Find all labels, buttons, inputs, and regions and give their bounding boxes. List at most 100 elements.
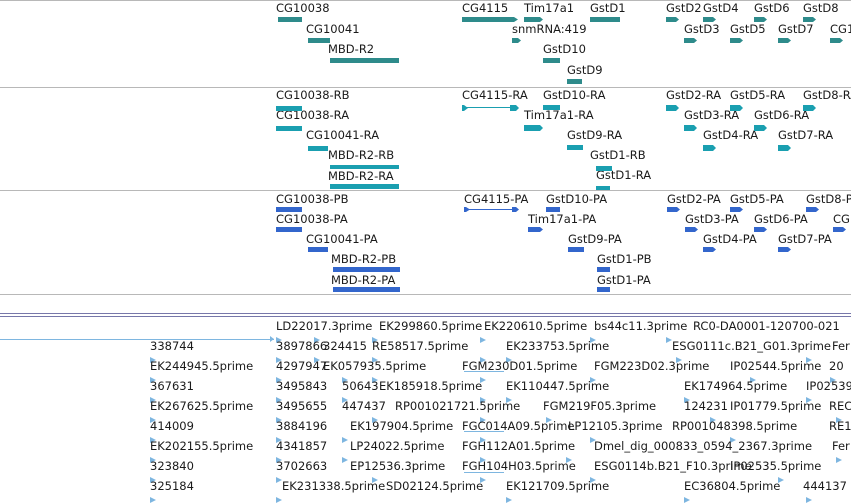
est-label[interactable]: Fer bbox=[832, 439, 850, 453]
transcript-label[interactable]: GstD3-RA bbox=[684, 108, 740, 122]
transcript-label[interactable]: Tim17a1-RA bbox=[524, 108, 594, 122]
est-label[interactable]: EK110447.5prime bbox=[506, 379, 610, 393]
est-label[interactable]: IP02535.5prime bbox=[730, 459, 822, 473]
protein-label[interactable]: GstD3-PA bbox=[685, 212, 739, 226]
est-label[interactable]: 444137 bbox=[803, 479, 847, 493]
protein-label[interactable]: CG10038-PB bbox=[276, 192, 349, 206]
transcript-label[interactable]: CG4115-RA bbox=[462, 88, 528, 102]
protein-label[interactable]: GstD10-PA bbox=[546, 192, 608, 206]
est-label[interactable]: 4341857 bbox=[276, 439, 328, 453]
est-label[interactable]: bs44c11.3prime bbox=[594, 319, 688, 333]
protein-label[interactable]: GstD6-PA bbox=[754, 212, 808, 226]
transcript-label[interactable]: MBD-R2-RA bbox=[328, 169, 394, 183]
est-label[interactable]: EP12536.3prime bbox=[350, 459, 446, 473]
est-label[interactable]: 338744 bbox=[150, 339, 194, 353]
est-label[interactable]: RP001021721.5prime bbox=[395, 399, 521, 413]
est-label[interactable]: IP02539 bbox=[806, 379, 851, 393]
est-label[interactable]: 325184 bbox=[150, 479, 194, 493]
est-label[interactable]: FGH104H03.5prime bbox=[462, 459, 576, 473]
est-label[interactable]: 3495655 bbox=[276, 399, 328, 413]
est-label[interactable]: EK202155.5prime bbox=[150, 439, 254, 453]
est-label[interactable]: EK299860.5prime bbox=[379, 319, 483, 333]
gene-label[interactable]: GstD1 bbox=[590, 1, 626, 15]
protein-label[interactable]: CG4115-PA bbox=[464, 192, 529, 206]
est-label[interactable]: REC bbox=[829, 399, 851, 413]
est-label[interactable]: EK121709.5prime bbox=[506, 479, 610, 493]
protein-label[interactable]: GstD4-PA bbox=[703, 232, 757, 246]
est-label[interactable]: 323840 bbox=[150, 459, 194, 473]
est-label[interactable]: IP02544.5prime bbox=[730, 359, 822, 373]
gene-label[interactable]: GstD4 bbox=[703, 1, 739, 15]
gene-label[interactable]: CG10038 bbox=[276, 1, 330, 15]
transcript-label[interactable]: GstD1-RA bbox=[596, 168, 652, 182]
est-label[interactable]: 324415 bbox=[323, 339, 367, 353]
est-label[interactable]: EK267625.5prime bbox=[150, 399, 254, 413]
est-label[interactable]: FGM230D01.5prime bbox=[462, 359, 578, 373]
est-label[interactable]: EC36804.5prime bbox=[684, 479, 781, 493]
est-label[interactable]: EK185918.5prime bbox=[379, 379, 483, 393]
est-label[interactable]: EK174964.5prime bbox=[684, 379, 788, 393]
est-label[interactable]: LP24022.5prime bbox=[350, 439, 445, 453]
est-label[interactable]: 447437 bbox=[342, 399, 386, 413]
est-label[interactable]: IP01779.5prime bbox=[730, 399, 822, 413]
gene-label[interactable]: CG1 bbox=[830, 22, 851, 36]
est-label[interactable]: EK231338.5prime bbox=[282, 479, 386, 493]
est-label[interactable]: FGM223D02.3prime bbox=[594, 359, 710, 373]
transcript-label[interactable]: GstD7-RA bbox=[778, 128, 834, 142]
protein-label[interactable]: GstD1-PB bbox=[597, 252, 652, 266]
est-label[interactable]: 50643 bbox=[342, 379, 379, 393]
transcript-label[interactable]: GstD9-RA bbox=[567, 128, 623, 142]
gene-label[interactable]: Tim17a1 bbox=[524, 1, 575, 15]
gene-label[interactable]: GstD6 bbox=[754, 1, 790, 15]
est-label[interactable]: 3702663 bbox=[276, 459, 328, 473]
est-label[interactable]: EK057935.5prime bbox=[323, 359, 427, 373]
est-label[interactable]: 4297947 bbox=[276, 359, 328, 373]
protein-label[interactable]: CG1 bbox=[833, 212, 851, 226]
est-label[interactable]: Fer bbox=[832, 339, 850, 353]
est-label[interactable]: 414009 bbox=[150, 419, 194, 433]
transcript-label[interactable]: GstD2-RA bbox=[666, 88, 722, 102]
est-label[interactable]: 20 bbox=[829, 359, 844, 373]
transcript-label[interactable]: GstD10-RA bbox=[543, 88, 606, 102]
gene-label[interactable]: MBD-R2 bbox=[328, 42, 375, 56]
protein-label[interactable]: GstD5-PA bbox=[730, 192, 784, 206]
est-label[interactable]: EK220610.5prime bbox=[484, 319, 588, 333]
gene-label[interactable]: GstD5 bbox=[730, 22, 766, 36]
protein-label[interactable]: Tim17a1-PA bbox=[528, 212, 597, 226]
gene-label[interactable]: snmRNA:419 bbox=[512, 22, 587, 36]
transcript-label[interactable]: CG10041-RA bbox=[306, 128, 380, 142]
gene-label[interactable]: CG4115 bbox=[462, 1, 509, 15]
est-label[interactable]: RE58517.5prime bbox=[372, 339, 469, 353]
gene-label[interactable]: GstD8 bbox=[803, 1, 839, 15]
protein-label[interactable]: MBD-R2-PB bbox=[331, 252, 397, 266]
protein-label[interactable]: CG10038-PA bbox=[276, 212, 348, 226]
transcript-label[interactable]: CG10038-RB bbox=[276, 88, 350, 102]
est-label[interactable]: EK244945.5prime bbox=[150, 359, 254, 373]
protein-label[interactable]: GstD2-PA bbox=[667, 192, 721, 206]
protein-label[interactable]: GstD1-PA bbox=[597, 273, 651, 287]
protein-label[interactable]: GstD7-PA bbox=[778, 232, 832, 246]
transcript-label[interactable]: CG10038-RA bbox=[276, 108, 350, 122]
transcript-label[interactable]: MBD-R2-RB bbox=[328, 148, 395, 162]
gene-label[interactable]: GstD10 bbox=[543, 42, 586, 56]
gene-label[interactable]: CG10041 bbox=[306, 22, 360, 36]
est-label[interactable]: 124231 bbox=[684, 399, 728, 413]
est-label[interactable]: FGC014A09.5prime bbox=[462, 419, 575, 433]
protein-label[interactable]: CG10041-PA bbox=[306, 232, 378, 246]
est-label[interactable]: Dmel_dig_000833_0594_2367.3prime bbox=[594, 439, 813, 453]
est-label[interactable]: RP001048398.5prime bbox=[672, 419, 798, 433]
protein-label[interactable]: MBD-R2-PA bbox=[331, 273, 396, 287]
est-label[interactable]: EK197904.5prime bbox=[350, 419, 454, 433]
est-label[interactable]: ESG0114b.B21_F10.3prime bbox=[594, 459, 752, 473]
est-label[interactable]: 3884196 bbox=[276, 419, 328, 433]
transcript-label[interactable]: GstD4-RA bbox=[703, 128, 759, 142]
transcript-label[interactable]: GstD1-RB bbox=[590, 148, 646, 162]
est-label[interactable]: RC0-DA0001-120700-021 bbox=[693, 319, 840, 333]
gene-label[interactable]: GstD9 bbox=[567, 63, 603, 77]
est-label[interactable]: ESG0111c.B21_G01.3prime bbox=[672, 339, 832, 353]
est-label[interactable]: FGH112A01.5prime bbox=[462, 439, 576, 453]
protein-label[interactable]: GstD8-P bbox=[806, 192, 851, 206]
est-label[interactable]: SD02124.5prime bbox=[386, 479, 484, 493]
transcript-label[interactable]: GstD8-RA bbox=[803, 88, 851, 102]
est-label[interactable]: EK233753.5prime bbox=[506, 339, 610, 353]
